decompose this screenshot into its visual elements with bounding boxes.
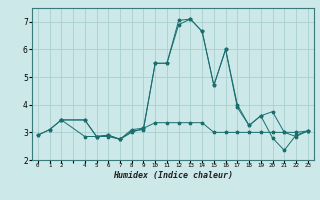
X-axis label: Humidex (Indice chaleur): Humidex (Indice chaleur) bbox=[113, 171, 233, 180]
